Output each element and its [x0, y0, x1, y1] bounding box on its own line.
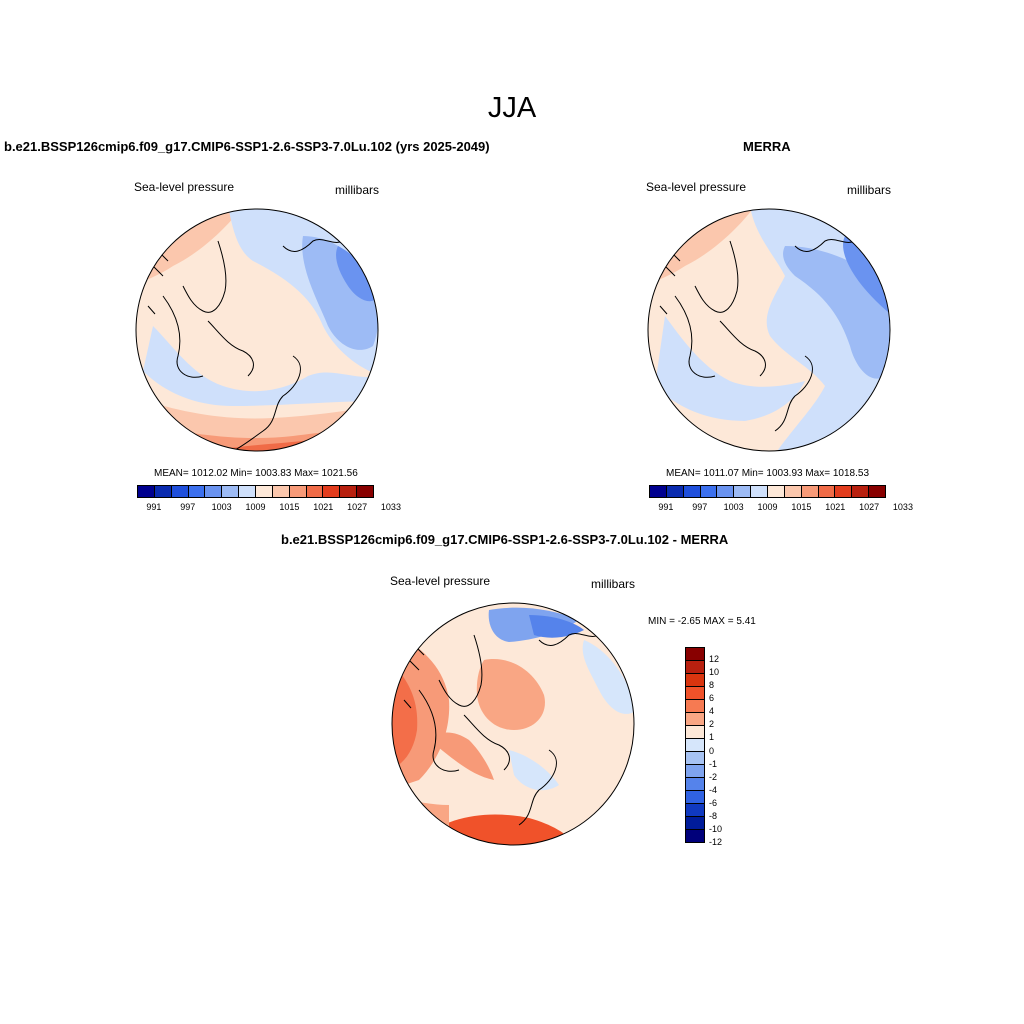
colorbar-tick-label: -10	[709, 823, 723, 834]
colorbar-swatch	[686, 674, 704, 687]
colorbar-tick-label: 1027	[347, 502, 368, 512]
colorbar-swatch	[686, 739, 704, 752]
panel3-polar-map	[391, 602, 635, 846]
colorbar-tick-label: 1009	[245, 502, 266, 512]
colorbar-swatch	[686, 713, 704, 726]
colorbar-tick-label: 2	[709, 719, 715, 730]
colorbar-swatch	[256, 486, 273, 497]
colorbar-swatch	[686, 700, 704, 713]
colorbar-swatch	[138, 486, 155, 497]
panel3-title: b.e21.BSSP126cmip6.f09_g17.CMIP6-SSP1-2.…	[281, 532, 729, 547]
colorbar-swatch	[686, 687, 704, 700]
colorbar-tick-label: 1015	[791, 502, 812, 512]
colorbar-swatch	[801, 486, 819, 497]
panel1-title: b.e21.BSSP126cmip6.f09_g17.CMIP6-SSP1-2.…	[4, 139, 490, 154]
colorbar-swatch	[686, 765, 704, 778]
colorbar-swatch	[686, 648, 704, 661]
panel3-units-label: millibars	[591, 577, 636, 591]
colorbar-swatch	[239, 486, 257, 497]
colorbar-swatch	[768, 486, 785, 497]
panel3-colorbar	[685, 647, 705, 843]
panel1-polar-map	[135, 208, 379, 452]
colorbar-swatch	[686, 752, 704, 765]
colorbar-swatch	[717, 486, 735, 497]
colorbar-swatch	[818, 486, 836, 497]
colorbar-tick-label: -1	[709, 758, 718, 769]
panel1-stats: MEAN= 1012.02 Min= 1003.83 Max= 1021.56	[154, 468, 358, 479]
colorbar-swatch	[784, 486, 802, 497]
colorbar-tick-label: 1003	[211, 502, 232, 512]
colorbar-tick-label: -6	[709, 797, 718, 808]
colorbar-tick-label: -8	[709, 810, 718, 821]
colorbar-tick-label: 1003	[723, 502, 744, 512]
colorbar-swatch	[686, 791, 704, 804]
colorbar-tick-label: 997	[692, 502, 708, 512]
colorbar-swatch	[751, 486, 769, 497]
colorbar-swatch	[666, 486, 684, 497]
colorbar-tick-label: 0	[709, 745, 715, 756]
colorbar-swatch	[686, 661, 704, 674]
colorbar-swatch	[686, 778, 704, 791]
colorbar-tick-label: 991	[146, 502, 162, 512]
colorbar-tick-label: 1	[709, 732, 715, 743]
panel2-polar-map	[647, 208, 891, 452]
colorbar-tick-label: -12	[709, 837, 723, 847]
panel2-title: MERRA	[743, 139, 791, 154]
panel2-colorbar	[649, 485, 886, 498]
colorbar-tick-label: 12	[709, 654, 720, 665]
colorbar-swatch	[306, 486, 324, 497]
panel1-variable-label: Sea-level pressure	[134, 180, 235, 194]
figure-title: JJA	[487, 92, 537, 124]
colorbar-swatch	[686, 726, 704, 739]
panel1-units-label: millibars	[335, 183, 380, 197]
colorbar-tick-label: 1033	[380, 502, 401, 512]
panel3-variable-label: Sea-level pressure	[390, 574, 491, 588]
colorbar-swatch	[686, 804, 704, 817]
colorbar-swatch	[154, 486, 172, 497]
colorbar-swatch	[686, 830, 704, 842]
colorbar-swatch	[686, 817, 704, 830]
panel2-variable-label: Sea-level pressure	[646, 180, 747, 194]
colorbar-tick-label: 997	[180, 502, 196, 512]
colorbar-tick-label: 1021	[313, 502, 334, 512]
colorbar-swatch	[700, 486, 718, 497]
colorbar-swatch	[734, 486, 752, 497]
colorbar-tick-label: 1033	[892, 502, 913, 512]
colorbar-tick-label: 1015	[279, 502, 300, 512]
colorbar-tick-label: -4	[709, 784, 718, 795]
colorbar-swatch	[852, 486, 870, 497]
colorbar-tick-label: -2	[709, 771, 718, 782]
colorbar-tick-label: 4	[709, 706, 715, 717]
colorbar-swatch	[650, 486, 667, 497]
colorbar-swatch	[340, 486, 358, 497]
colorbar-swatch	[222, 486, 240, 497]
panel2-stats: MEAN= 1011.07 Min= 1003.93 Max= 1018.53	[666, 468, 870, 479]
panel3-stats: MIN = -2.65 MAX = 5.41	[648, 616, 756, 627]
colorbar-swatch	[683, 486, 701, 497]
colorbar-swatch	[357, 486, 374, 497]
panel2-units-label: millibars	[847, 183, 892, 197]
colorbar-swatch	[272, 486, 290, 497]
colorbar-tick-label: 1027	[859, 502, 880, 512]
colorbar-swatch	[835, 486, 853, 497]
colorbar-swatch	[205, 486, 223, 497]
colorbar-tick-label: 8	[709, 680, 715, 691]
colorbar-tick-label: 10	[709, 667, 720, 678]
colorbar-tick-label: 1021	[825, 502, 846, 512]
colorbar-swatch	[171, 486, 189, 497]
colorbar-tick-label: 991	[658, 502, 674, 512]
colorbar-tick-label: 1009	[757, 502, 778, 512]
colorbar-swatch	[188, 486, 206, 497]
colorbar-swatch	[289, 486, 307, 497]
panel1-colorbar	[137, 485, 374, 498]
colorbar-swatch	[869, 486, 886, 497]
colorbar-swatch	[323, 486, 341, 497]
colorbar-tick-label: 6	[709, 693, 715, 704]
